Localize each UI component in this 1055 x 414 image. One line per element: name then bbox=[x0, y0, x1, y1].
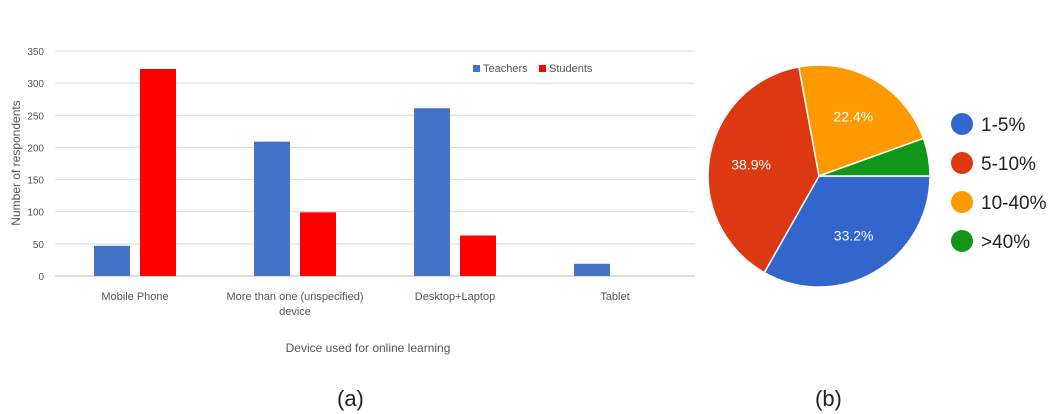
x-tick-label: Mobile Phone bbox=[101, 291, 168, 303]
pie-slice bbox=[798, 64, 925, 178]
bar-teachers bbox=[574, 263, 610, 276]
bar-y-tick-labels: 0 50 100 150 200 250 300 350 bbox=[27, 47, 44, 283]
bar-students bbox=[300, 212, 336, 276]
pie-legend-label: 1-5% bbox=[981, 115, 1025, 136]
pie-slice bbox=[763, 175, 931, 288]
y-tick-label: 350 bbox=[27, 47, 44, 58]
pie-legend-marker bbox=[951, 191, 973, 213]
bar-teachers bbox=[254, 141, 290, 276]
bar-students bbox=[460, 235, 496, 276]
x-tick-label: More than one (unspecified) bbox=[227, 291, 364, 303]
bar-teachers bbox=[414, 108, 450, 276]
pie-slice-labels: 33.2% 38.9% 22.4% bbox=[731, 108, 873, 243]
x-tick-label: Tablet bbox=[600, 291, 629, 303]
y-tick-label: 300 bbox=[27, 79, 44, 90]
x-tick-label: Desktop+Laptop bbox=[415, 291, 495, 303]
pie-chart: 33.2% 38.9% 22.4% 1-5% 5-10% 10-40% >40% bbox=[707, 64, 1047, 288]
pie-legend-marker bbox=[951, 230, 973, 252]
pie-slice-label: 33.2% bbox=[834, 227, 874, 243]
bar-x-tick-labels: Mobile Phone More than one (unspecified) d… bbox=[101, 291, 629, 318]
pie-slice-label: 22.4% bbox=[833, 108, 873, 124]
pie-legend-label: 5-10% bbox=[981, 154, 1036, 175]
legend-swatch bbox=[539, 65, 546, 72]
y-tick-label: 0 bbox=[38, 272, 44, 283]
pie-legend-label: 10-40% bbox=[981, 193, 1047, 214]
y-tick-label: 150 bbox=[27, 176, 44, 187]
legend-label: Students bbox=[549, 63, 593, 75]
bar-chart: 0 50 100 150 200 250 300 350 Mobile Phone More t… bbox=[9, 47, 695, 355]
bar-legend: Teachers Students bbox=[473, 63, 593, 75]
bar-students bbox=[140, 69, 176, 276]
legend-label: Teachers bbox=[483, 63, 528, 75]
pie-legend-label: >40% bbox=[981, 232, 1030, 253]
pie-legend-marker bbox=[951, 152, 973, 174]
pie-slice-label: 38.9% bbox=[731, 157, 771, 173]
caption-a: (a) bbox=[337, 386, 364, 411]
y-tick-label: 50 bbox=[33, 240, 45, 251]
pie-slices bbox=[707, 64, 931, 288]
pie-legend-marker bbox=[951, 113, 973, 135]
bar-y-axis-label: Number of respondents bbox=[9, 100, 23, 225]
pie-slice bbox=[707, 65, 820, 274]
bar-teachers bbox=[94, 245, 130, 276]
pie-slice bbox=[818, 137, 931, 177]
pie-legend: 1-5% 5-10% 10-40% >40% bbox=[951, 113, 1047, 253]
x-tick-label: device bbox=[279, 306, 311, 318]
y-tick-label: 100 bbox=[27, 208, 44, 219]
bar-bars bbox=[94, 69, 610, 276]
caption-b: (b) bbox=[815, 386, 842, 411]
legend-swatch bbox=[473, 65, 480, 72]
bar-x-axis-label: Device used for online learning bbox=[286, 341, 451, 355]
y-tick-label: 200 bbox=[27, 143, 44, 154]
y-tick-label: 250 bbox=[27, 111, 44, 122]
